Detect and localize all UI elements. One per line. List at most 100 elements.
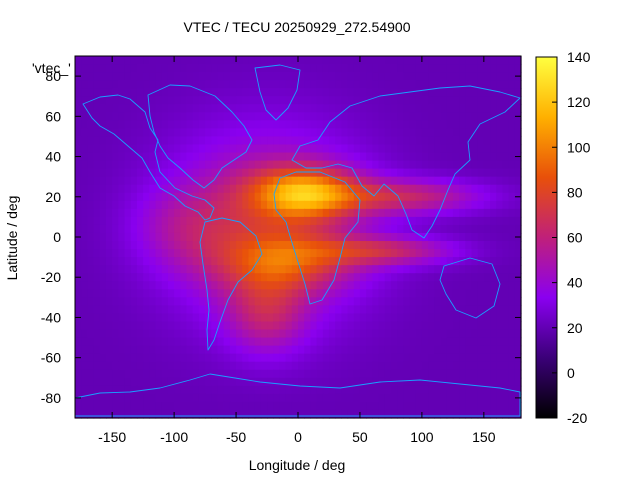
heatmap-cell [285,297,293,306]
heatmap-cell [198,377,206,387]
heatmap-cell [366,369,373,379]
heatmap-cell [136,176,144,186]
heatmap-cell [366,329,373,339]
heatmap-cell [483,176,491,186]
heatmap-cell [167,80,175,89]
heatmap-cell [434,64,442,73]
heatmap-cell [434,136,442,146]
heatmap-cell [174,128,181,138]
heatmap-cell [496,409,504,419]
heatmap-cell [316,241,324,250]
heatmap-cell [316,120,324,129]
heatmap-cell [229,88,237,97]
heatmap-cell [273,160,281,170]
heatmap-cell [273,200,281,210]
heatmap-cell [397,80,404,89]
heatmap-cell [483,128,491,138]
heatmap-cell [124,104,132,113]
heatmap-cell [341,249,349,258]
heatmap-cell [316,281,324,290]
heatmap-cell [273,152,281,162]
heatmap-cell [211,160,219,170]
heatmap-cell [403,64,411,73]
heatmap-cell [93,313,101,323]
heatmap-cell [359,401,367,411]
heatmap-cell [174,297,181,306]
heatmap-cell [483,289,491,298]
heatmap-cell [378,216,386,226]
heatmap-cell [421,393,429,403]
heatmap-cell [471,409,479,419]
heatmap-cell [211,96,219,105]
heatmap-cell [384,409,392,419]
heatmap-cell [471,353,479,363]
heatmap-cell [483,377,491,387]
heatmap-cell [254,337,262,347]
heatmap-cell [273,329,281,339]
heatmap-cell [229,289,237,298]
heatmap-cell [217,160,225,170]
heatmap-cell [223,257,231,266]
heatmap-cell [384,120,392,129]
heatmap-cell [236,104,243,113]
heatmap-cell [384,241,392,250]
heatmap-cell [124,96,132,105]
heatmap-cell [291,232,299,242]
heatmap-cell [471,96,479,105]
heatmap-cell [93,337,101,347]
heatmap-cell [205,80,212,89]
heatmap-cell [372,96,380,105]
heatmap-cell [390,265,398,274]
heatmap-cell [465,249,473,258]
heatmap-cell [205,224,212,234]
x-tick-label: -150 [98,429,126,445]
heatmap-cell [149,369,157,379]
heatmap-cell [217,200,225,210]
heatmap-cell [130,265,138,274]
heatmap-cell [242,168,250,178]
heatmap-cell [452,249,460,258]
heatmap-cell [298,96,305,105]
heatmap-cell [174,224,181,234]
heatmap-cell [155,313,163,323]
heatmap-cell [81,273,88,282]
heatmap-cell [155,152,163,162]
heatmap-cell [186,96,194,105]
heatmap-cell [99,353,107,363]
heatmap-cell [248,64,256,73]
heatmap-cell [452,104,460,113]
heatmap-cell [446,289,454,298]
heatmap-cell [378,184,386,194]
heatmap-cell [229,96,237,105]
heatmap-cell [211,313,219,323]
heatmap-cell [502,120,510,129]
heatmap-cell [496,64,504,73]
heatmap-cell [180,56,188,65]
heatmap-cell [428,128,435,138]
heatmap-cell [105,409,113,419]
x-axis-ticks: -150 -100 -50 0 50 100 150 [98,56,496,445]
heatmap-cell [496,80,504,89]
heatmap-cell [273,249,281,258]
heatmap-cell [124,128,132,138]
heatmap-cell [310,401,318,411]
heatmap-cell [161,56,169,65]
heatmap-cell [155,297,163,306]
heatmap-cell [298,241,305,250]
heatmap-cell [75,80,82,89]
heatmap-cell [205,257,212,266]
heatmap-cell [502,337,510,347]
heatmap-cell [465,345,473,355]
heatmap-cell [353,152,361,162]
heatmap-cell [143,329,150,339]
heatmap-cell [304,329,311,339]
heatmap-cell [242,393,250,403]
heatmap-cell [143,353,150,363]
heatmap-cell [403,377,411,387]
heatmap-cell [477,321,485,331]
heatmap-cell [316,200,324,210]
heatmap-cell [285,112,293,121]
heatmap-cell [186,257,194,266]
heatmap-cell [192,249,200,258]
